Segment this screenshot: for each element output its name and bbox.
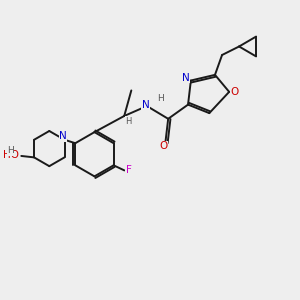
Text: O: O xyxy=(230,87,238,97)
Text: N: N xyxy=(182,73,190,83)
Text: O: O xyxy=(159,141,167,151)
Text: H: H xyxy=(125,117,132,126)
Text: H: H xyxy=(157,94,164,103)
Text: N: N xyxy=(59,131,67,141)
Text: H: H xyxy=(7,146,14,155)
Text: N: N xyxy=(142,100,149,110)
Text: F: F xyxy=(126,165,132,176)
Text: HO: HO xyxy=(3,149,19,160)
